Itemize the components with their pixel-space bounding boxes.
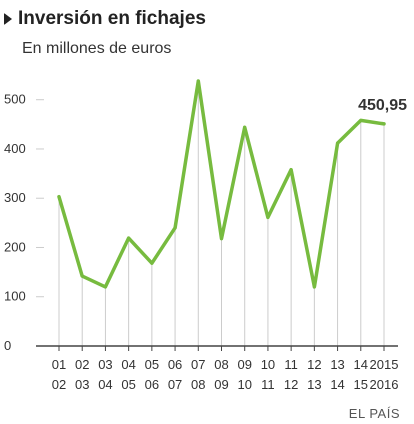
y-tick-label-100: 100 [4, 289, 26, 304]
y-tick-label-500: 500 [4, 92, 26, 107]
data-point-10 [289, 168, 293, 172]
data-point-11 [312, 285, 316, 289]
x-tick-label-bottom-0: 02 [52, 377, 66, 392]
x-tick-label-top-7: 08 [214, 357, 228, 372]
x-tick-label-bottom-6: 08 [191, 377, 205, 392]
x-tick-label-bottom-12: 14 [330, 377, 344, 392]
title-bullet-icon [4, 13, 12, 25]
data-point-3 [127, 236, 131, 240]
chart-subtitle: En millones de euros [22, 40, 172, 57]
data-point-12 [336, 141, 340, 145]
title-row: Inversión en fichajes [4, 8, 206, 30]
x-tick-label-top-13: 14 [354, 357, 368, 372]
x-tick-label-top-1: 02 [75, 357, 89, 372]
chart-title: Inversión en fichajes [18, 8, 206, 29]
x-tick-label-bottom-10: 12 [284, 377, 298, 392]
x-tick-label-bottom-14: 2016 [370, 377, 399, 392]
y-tick-label-200: 200 [4, 239, 26, 254]
x-tick-label-top-14: 2015 [370, 357, 399, 372]
data-point-0 [57, 195, 61, 199]
data-point-14 [382, 122, 386, 126]
x-tick-label-top-4: 05 [145, 357, 159, 372]
x-tick-label-bottom-8: 10 [237, 377, 251, 392]
x-tick-label-bottom-5: 07 [168, 377, 182, 392]
x-tick-label-top-2: 03 [98, 357, 112, 372]
y-tick-label-400: 400 [4, 141, 26, 156]
x-tick-label-top-6: 07 [191, 357, 205, 372]
x-tick-label-bottom-1: 03 [75, 377, 89, 392]
data-point-6 [196, 79, 200, 83]
x-tick-label-bottom-2: 04 [98, 377, 112, 392]
data-point-9 [266, 215, 270, 219]
data-point-4 [150, 261, 154, 265]
x-tick-label-top-8: 09 [237, 357, 251, 372]
x-tick-label-top-3: 04 [121, 357, 135, 372]
x-tick-label-top-12: 13 [330, 357, 344, 372]
data-point-1 [80, 274, 84, 278]
source-credit: EL PAÍS [348, 406, 400, 421]
y-tick-label-0: 0 [4, 338, 11, 353]
data-point-2 [103, 285, 107, 289]
x-tick-label-bottom-9: 11 [261, 377, 275, 392]
y-tick-label-300: 300 [4, 190, 26, 205]
x-tick-label-top-10: 11 [284, 357, 298, 372]
x-tick-label-top-11: 12 [307, 357, 321, 372]
x-tick-label-bottom-13: 15 [354, 377, 368, 392]
x-tick-label-bottom-11: 13 [307, 377, 321, 392]
data-point-8 [243, 125, 247, 129]
x-tick-label-top-0: 01 [52, 357, 66, 372]
data-label-last: 450,95 [358, 97, 407, 114]
data-point-5 [173, 226, 177, 230]
x-tick-label-bottom-7: 09 [214, 377, 228, 392]
data-point-7 [220, 237, 223, 241]
x-tick-label-top-5: 06 [168, 357, 182, 372]
x-tick-label-bottom-3: 05 [121, 377, 135, 392]
x-tick-label-top-9: 10 [261, 357, 275, 372]
x-tick-label-bottom-4: 06 [145, 377, 159, 392]
data-point-13 [359, 118, 363, 122]
